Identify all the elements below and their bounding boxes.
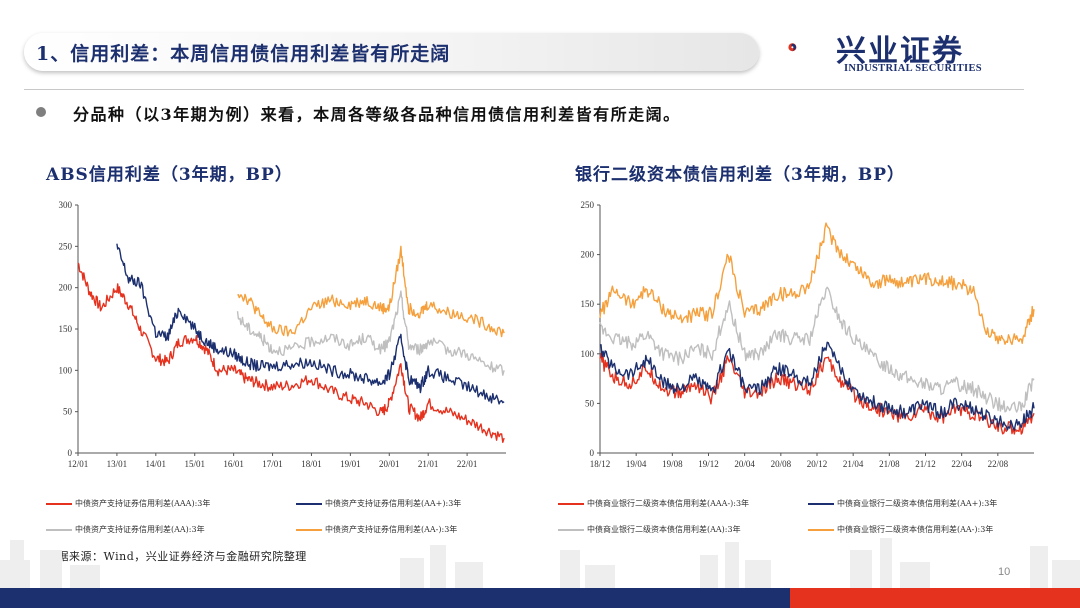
legend-entry: 中债资产支持证券信用利差(AA+):3年 xyxy=(296,498,461,509)
y-tick-label: 200 xyxy=(59,283,73,293)
title-bar xyxy=(24,33,759,71)
legend-label: 中债资产支持证券信用利差(AA-):3年 xyxy=(325,525,458,534)
y-tick-label: 300 xyxy=(59,200,73,210)
x-tick-label: 18/12 xyxy=(590,459,611,469)
y-tick-label: 250 xyxy=(59,241,73,251)
x-tick-label: 22/01 xyxy=(457,459,478,469)
x-tick-label: 20/12 xyxy=(807,459,828,469)
series-line-2 xyxy=(236,290,505,376)
x-tick-label: 14/01 xyxy=(146,459,167,469)
legend-label: 中债商业银行二级资本债信用利差(AA):3年 xyxy=(587,525,741,534)
y-tick-label: 150 xyxy=(581,299,595,309)
x-tick-label: 12/01 xyxy=(68,459,89,469)
x-tick-label: 15/01 xyxy=(184,459,205,469)
y-tick-label: 250 xyxy=(581,200,595,210)
y-tick-label: 0 xyxy=(590,448,595,458)
legend-label: 中债资产支持证券信用利差(AA+):3年 xyxy=(325,499,462,508)
chart-abs-title: ABS信用利差（3年期，BP） xyxy=(46,165,293,185)
x-tick-label: 21/04 xyxy=(843,459,864,469)
legend-label: 中债商业银行二级资本债信用利差(AA-):3年 xyxy=(837,525,994,534)
x-tick-label: 22/08 xyxy=(988,459,1009,469)
x-tick-label: 19/12 xyxy=(698,459,719,469)
series-line-0 xyxy=(599,352,1035,435)
legend-entry: 中债商业银行二级资本债信用利差(AAA-):3年 xyxy=(558,498,749,509)
legend-swatch xyxy=(46,502,72,505)
footer-bar-blue xyxy=(0,588,790,608)
page-title: 1、信用利差：本周信用债信用利差皆有所走阔 xyxy=(36,43,451,65)
bullet-dot-icon xyxy=(36,107,46,117)
series-line-2 xyxy=(599,286,1035,413)
x-tick-label: 17/01 xyxy=(262,459,283,469)
legend-label: 中债资产支持证券信用利差(AAA):3年 xyxy=(75,499,211,508)
x-tick-label: 21/01 xyxy=(418,459,439,469)
legend-swatch xyxy=(808,528,834,531)
series-line-1 xyxy=(599,341,1035,431)
data-source-note: 数据来源：Wind，兴业证券经济与金融研究院整理 xyxy=(46,550,307,563)
series-line-3 xyxy=(599,222,1035,346)
legend-entry: 中债资产支持证券信用利差(AA):3年 xyxy=(46,524,205,535)
legend-entry: 中债商业银行二级资本债信用利差(AA-):3年 xyxy=(808,524,993,535)
y-tick-label: 50 xyxy=(585,398,595,408)
footer-bar-red xyxy=(790,588,1080,608)
legend-swatch xyxy=(46,528,72,531)
x-tick-label: 21/08 xyxy=(879,459,900,469)
x-tick-label: 21/12 xyxy=(915,459,936,469)
x-tick-label: 20/08 xyxy=(771,459,792,469)
y-tick-label: 100 xyxy=(59,365,73,375)
legend-label: 中债商业银行二级资本债信用利差(AAA-):3年 xyxy=(587,499,750,508)
chart-bank-title: 银行二级资本债信用利差（3年期，BP） xyxy=(575,165,905,185)
legend-label: 中债商业银行二级资本债信用利差(AA+):3年 xyxy=(837,499,998,508)
x-tick-label: 20/04 xyxy=(734,459,755,469)
logo-text-cn: 兴业证券 xyxy=(836,34,964,69)
header-divider xyxy=(24,89,1024,90)
x-tick-label: 20/01 xyxy=(379,459,400,469)
x-tick-label: 13/01 xyxy=(107,459,128,469)
x-tick-label: 18/01 xyxy=(301,459,322,469)
legend-entry: 中债资产支持证券信用利差(AAA):3年 xyxy=(46,498,210,509)
y-tick-label: 200 xyxy=(581,250,595,260)
y-tick-label: 150 xyxy=(59,324,73,334)
legend-entry: 中债商业银行二级资本债信用利差(AA+):3年 xyxy=(808,498,997,509)
legend-label: 中债资产支持证券信用利差(AA):3年 xyxy=(75,525,205,534)
y-tick-label: 0 xyxy=(68,448,73,458)
series-line-0 xyxy=(77,262,505,444)
legend-entry: 中债商业银行二级资本债信用利差(AA):3年 xyxy=(558,524,741,535)
logo-text-en: INDUSTRIAL SECURITIES xyxy=(844,63,982,74)
x-tick-label: 19/04 xyxy=(626,459,647,469)
series-line-1 xyxy=(116,243,505,405)
x-tick-label: 19/01 xyxy=(340,459,361,469)
legend-swatch xyxy=(296,528,322,531)
y-tick-label: 50 xyxy=(63,407,73,417)
legend-swatch xyxy=(296,502,322,505)
page-number: 10 xyxy=(998,566,1011,578)
series-line-3 xyxy=(237,245,505,338)
legend-swatch xyxy=(558,528,584,531)
y-tick-label: 100 xyxy=(581,349,595,359)
legend-swatch xyxy=(558,502,584,505)
city-skyline-decoration xyxy=(0,538,1080,588)
legend-swatch xyxy=(808,502,834,505)
legend-entry: 中债资产支持证券信用利差(AA-):3年 xyxy=(296,524,457,535)
x-tick-label: 19/08 xyxy=(662,459,683,469)
chart-abs-spread: 0 50 100 150 200 250 300 12/01 13/01 14/01 15/01 16… xyxy=(59,200,506,469)
x-tick-label: 16/01 xyxy=(223,459,244,469)
x-tick-label: 22/04 xyxy=(951,459,972,469)
logo xyxy=(788,43,797,52)
summary-text: 分品种（以3年期为例）来看，本周各等级各品种信用债信用利差皆有所走阔。 xyxy=(73,105,681,124)
chart-bank-tier2-spread: 0 50 100 150 200 250 18/12 19/04 19/08 19/12 20/04… xyxy=(581,200,1035,469)
